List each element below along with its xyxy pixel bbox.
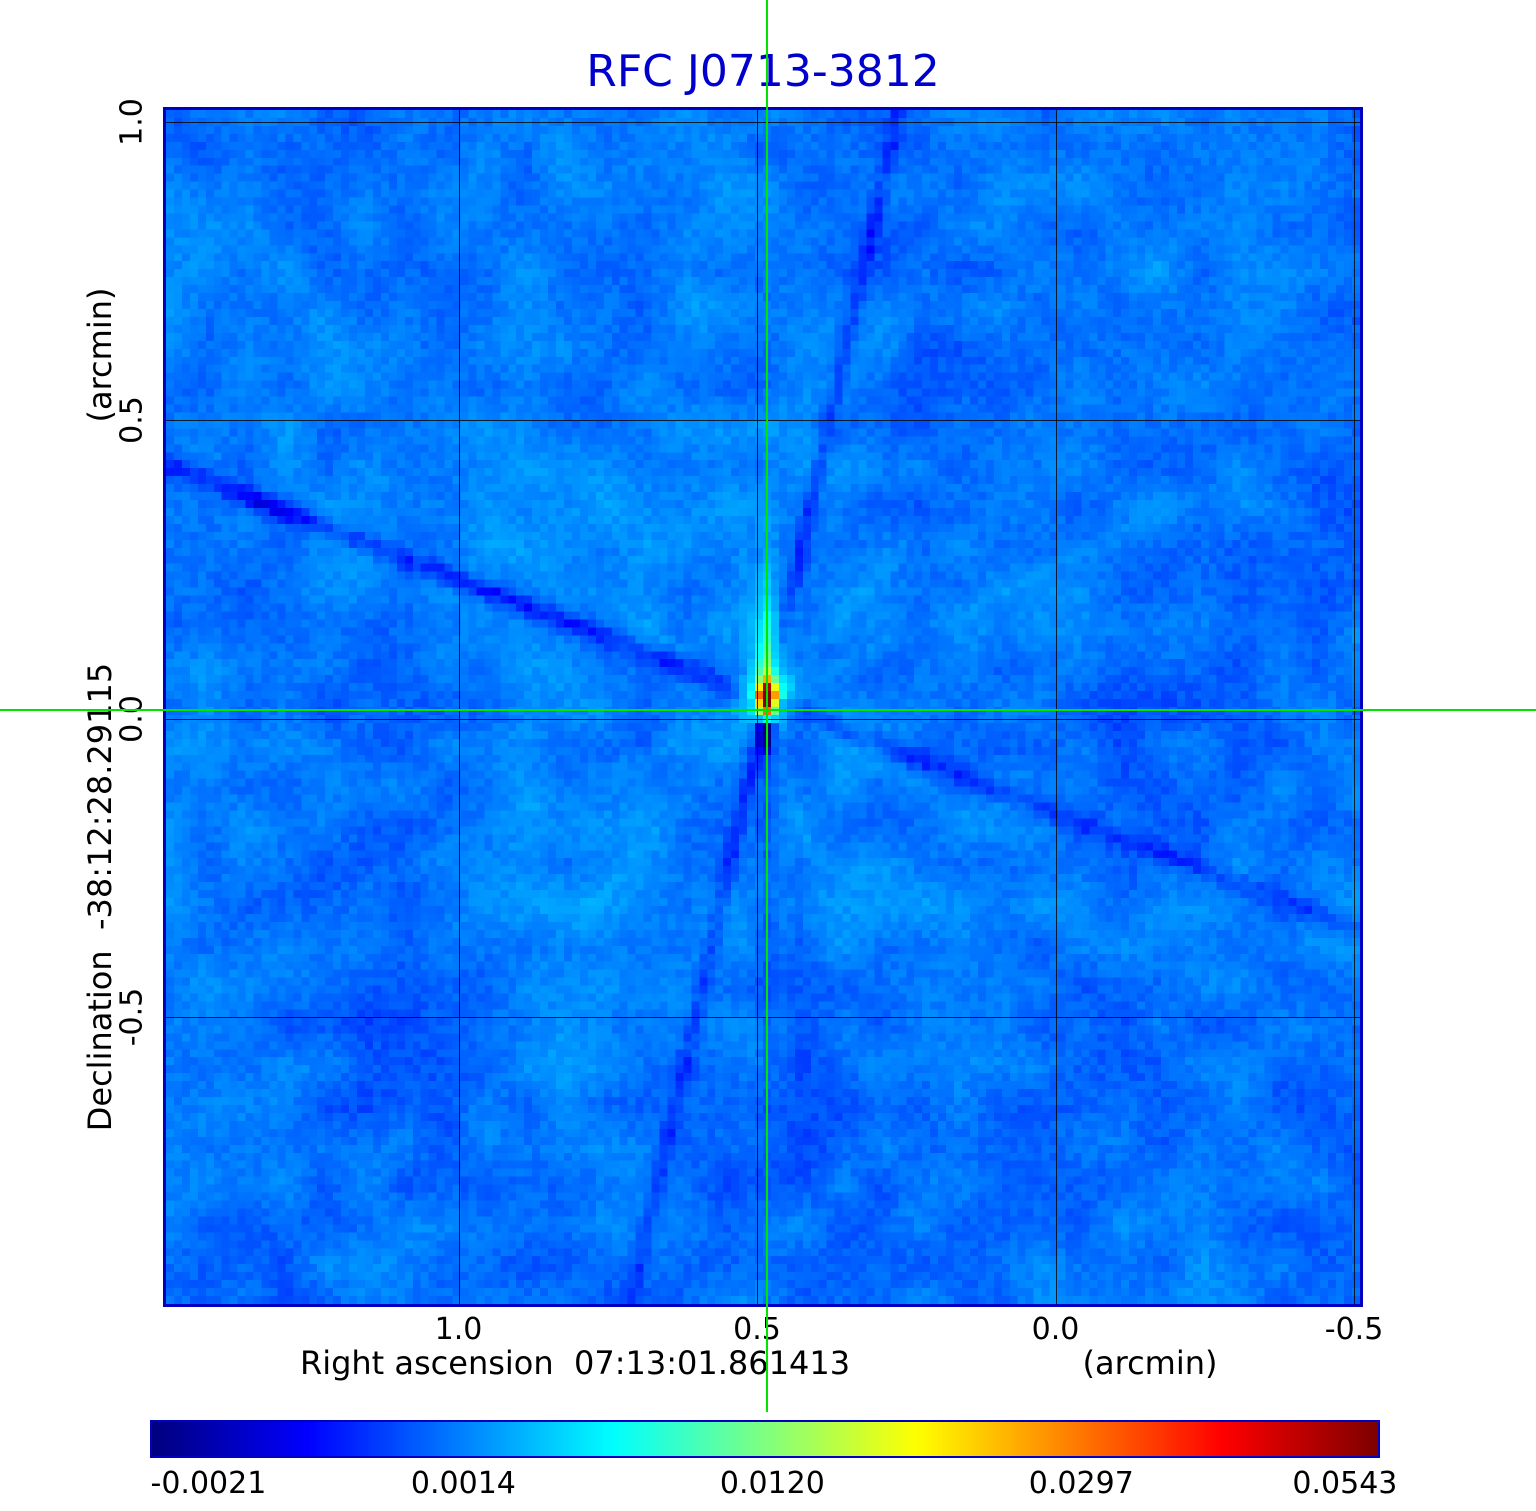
y-axis-unit: (arcmin)	[81, 287, 119, 423]
x-tick-label: 1.0	[434, 1312, 483, 1347]
colorbar-tick-label: 0.0120	[719, 1466, 825, 1501]
colorbar-tick-label: -0.0021	[150, 1466, 267, 1501]
y-tick-label: 1.0	[114, 98, 150, 146]
y-tick-label: 0.0	[114, 695, 150, 743]
crosshair-vertical-line	[765, 0, 768, 1412]
colorbar	[150, 1420, 1380, 1458]
y-tick-label: 0.5	[114, 396, 150, 445]
colorbar-gradient-canvas	[152, 1422, 1378, 1456]
sky-map-plot	[163, 107, 1363, 1307]
colorbar-tick-label: 0.0297	[1028, 1466, 1134, 1501]
x-tick-label: 0.0	[1031, 1312, 1080, 1347]
x-tick-label: -0.5	[1324, 1312, 1384, 1347]
x-axis-unit: (arcmin)	[1082, 1344, 1218, 1382]
grid-line-y	[166, 121, 1360, 123]
grid-layer	[166, 110, 1360, 1304]
grid-line-x	[458, 110, 460, 1304]
grid-line-y	[166, 1017, 1360, 1019]
grid-line-y	[166, 420, 1360, 422]
x-axis-label: Right ascension 07:13:01.861413	[299, 1344, 851, 1382]
grid-line-y	[166, 718, 1360, 720]
grid-line-x	[1055, 110, 1057, 1304]
grid-line-x	[757, 110, 759, 1304]
x-tick-label: 0.5	[733, 1312, 781, 1347]
sky-map-canvas	[166, 110, 1360, 1304]
grid-line-x	[1354, 110, 1356, 1304]
y-tick-label: -0.5	[114, 988, 150, 1047]
y-axis-label: Declination -38:12:28.29115	[81, 662, 119, 1132]
colorbar-tick-label: 0.0543	[1292, 1466, 1398, 1501]
plot-title: RFC J0713-3812	[586, 46, 940, 97]
colorbar-tick-label: 0.0014	[410, 1466, 516, 1501]
crosshair-horizontal-line	[0, 708, 1536, 711]
